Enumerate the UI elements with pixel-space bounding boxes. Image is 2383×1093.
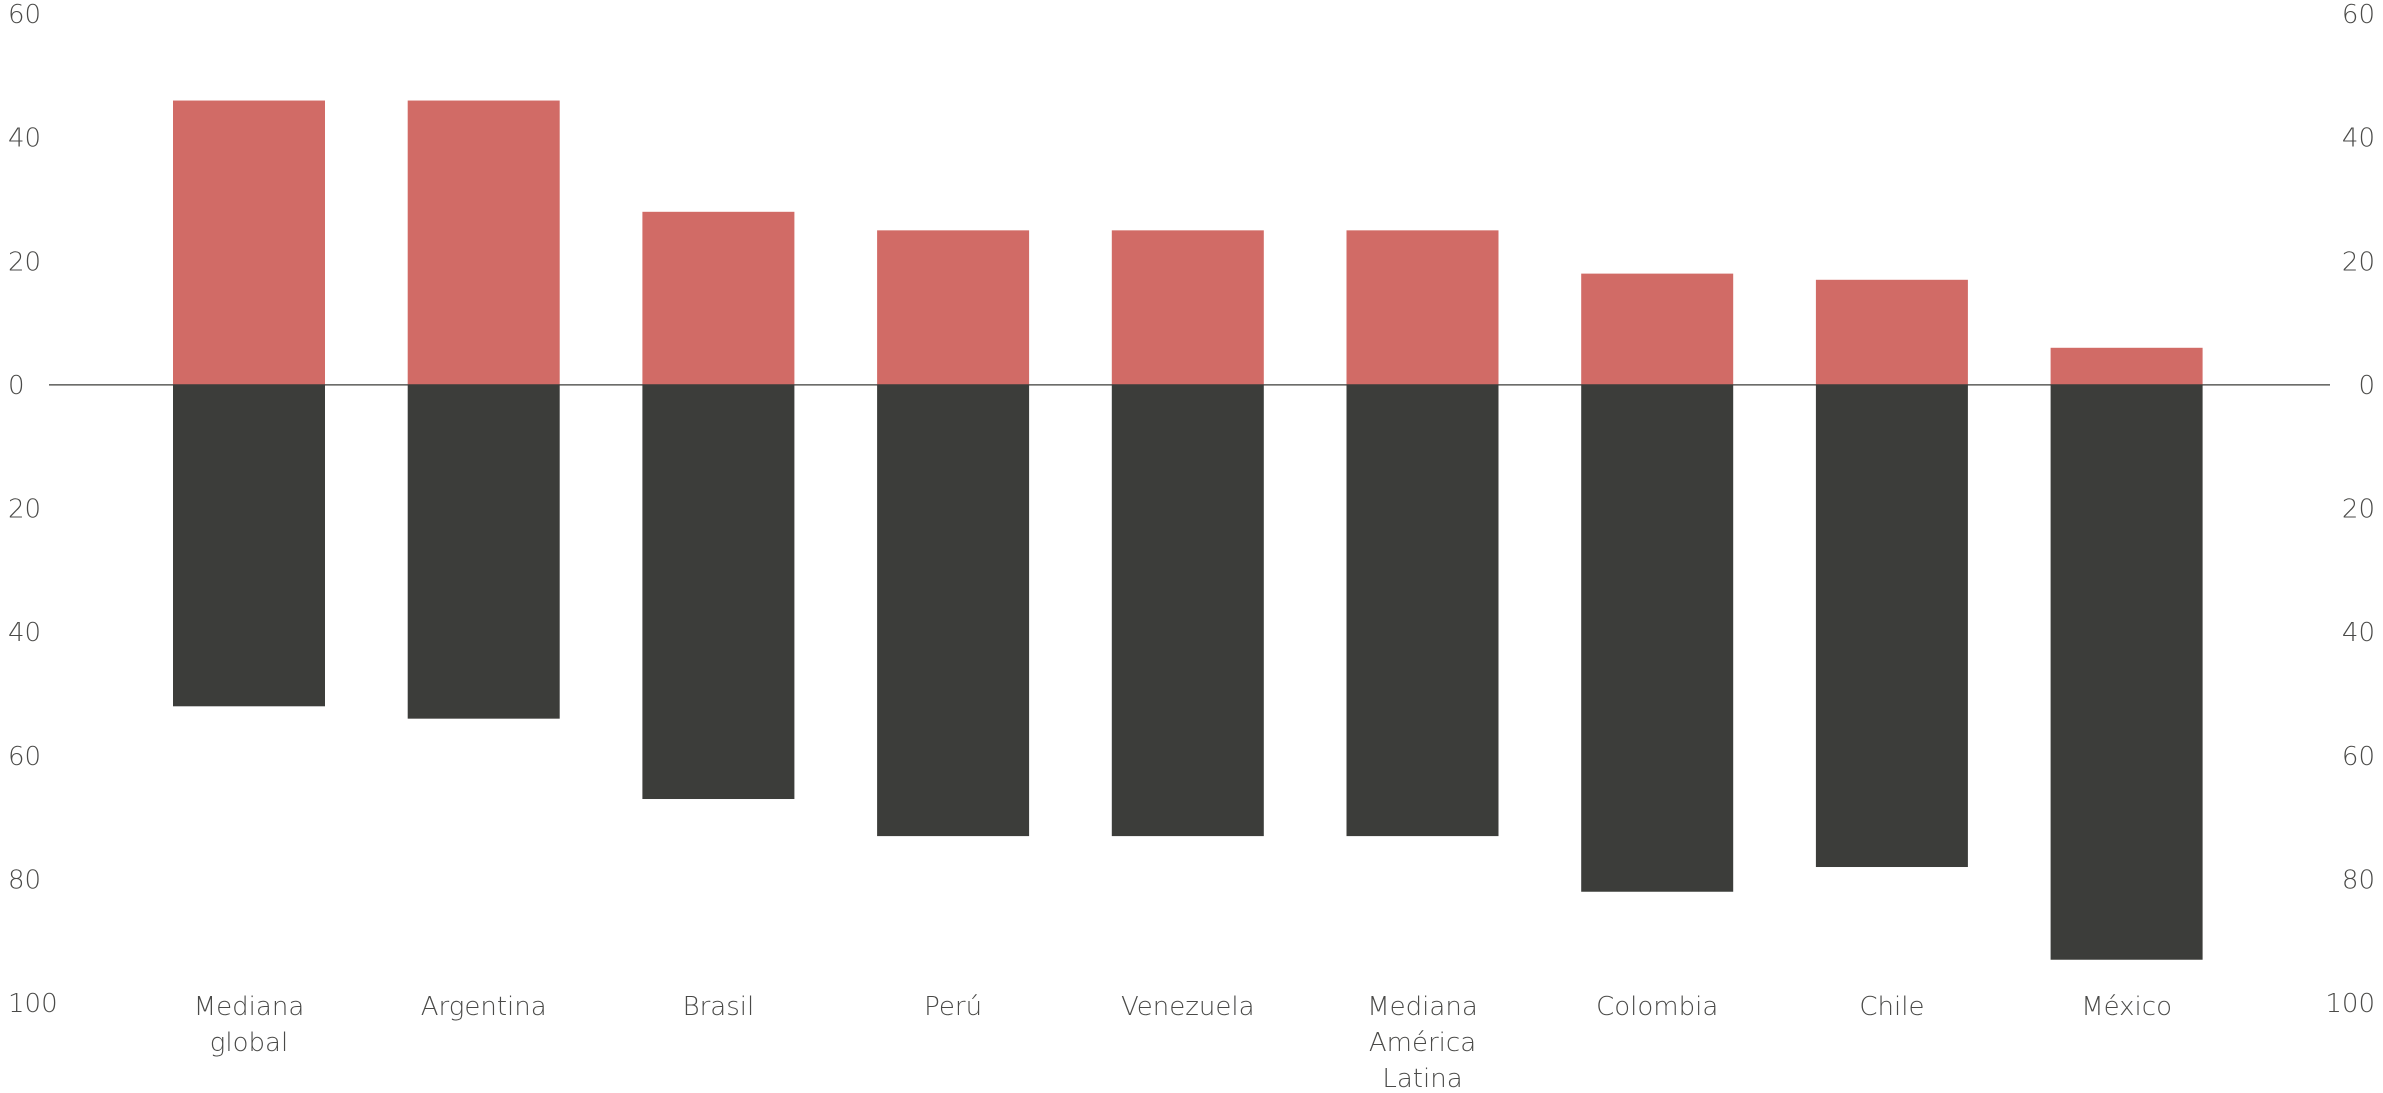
y-tick-label-right: 20	[2342, 495, 2375, 525]
y-tick-label: 60	[8, 742, 41, 772]
bar	[1815, 279, 1968, 385]
bar	[2050, 347, 2203, 385]
bar	[1346, 230, 1499, 385]
bar	[407, 100, 560, 385]
bar	[173, 384, 325, 707]
x-tick-label: Mediana global	[194, 992, 305, 1058]
bar	[1111, 384, 1264, 837]
x-tick-label: Argentina	[421, 992, 547, 1022]
y-tick-label: 60	[8, 0, 41, 30]
y-tick-label: 0	[8, 371, 25, 401]
bar	[1581, 273, 1734, 385]
bar	[1346, 384, 1499, 837]
y-tick-label-right: 20	[2342, 247, 2375, 277]
y-tick-label-right: 0	[2358, 371, 2375, 401]
y-tick-label: 40	[8, 618, 41, 648]
y-tick-label-right: 100	[2325, 989, 2375, 1019]
bar	[2050, 384, 2203, 960]
y-tick-label: 80	[8, 865, 41, 895]
x-tick-label: Perú	[924, 992, 982, 1022]
bar	[642, 384, 795, 800]
y-tick-label: 20	[8, 247, 41, 277]
y-tick-label: 20	[8, 495, 41, 525]
x-tick-label: Mediana América Latina	[1367, 992, 1478, 1093]
bar	[642, 211, 795, 385]
y-tick-label-right: 60	[2342, 0, 2375, 30]
bar	[407, 384, 560, 719]
y-tick-label-right: 80	[2342, 865, 2375, 895]
x-tick-label: Colombia	[1596, 992, 1718, 1022]
bar	[1815, 384, 1968, 868]
x-tick-label: México	[2081, 992, 2172, 1022]
y-tick-label-right: 60	[2342, 742, 2375, 772]
bar	[877, 384, 1030, 837]
bar	[877, 230, 1030, 385]
x-tick-label: Chile	[1859, 992, 1924, 1022]
x-tick-label: Venezuela	[1121, 992, 1255, 1022]
y-tick-label-right: 40	[2342, 124, 2375, 154]
bar	[173, 100, 325, 385]
y-tick-label-right: 40	[2342, 618, 2375, 648]
bar	[1111, 230, 1264, 385]
y-tick-label: 40	[8, 124, 41, 154]
y-tick-label: 100	[8, 989, 58, 1019]
x-tick-label: Brasil	[683, 992, 755, 1022]
bar	[1581, 384, 1734, 892]
